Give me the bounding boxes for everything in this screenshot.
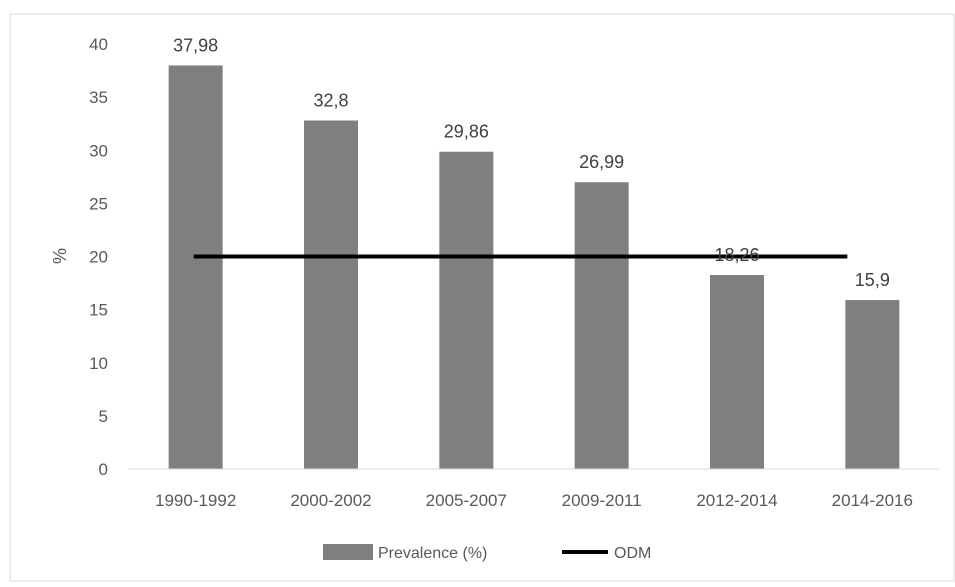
y-tick-label-25: 25 bbox=[89, 194, 108, 213]
x-tick-label-2009-2011: 2009-2011 bbox=[562, 491, 642, 510]
bar-2005-2007 bbox=[439, 151, 494, 470]
legend: Prevalence (%) ODM bbox=[323, 544, 651, 562]
data-label-2012-2014: 18,26 bbox=[714, 245, 759, 265]
x-tick-label-1990-1992: 1990-1992 bbox=[155, 491, 236, 510]
x-tick-label-2000-2002: 2000-2002 bbox=[290, 491, 371, 510]
y-tick-label-15: 15 bbox=[89, 301, 108, 320]
data-label-2009-2011: 26,99 bbox=[579, 152, 624, 172]
y-tick-label-30: 30 bbox=[89, 141, 108, 160]
x-tick-label-2005-2007: 2005-2007 bbox=[426, 491, 507, 510]
data-labels: 37,98 32,8 29,86 26,99 18,26 15,9 bbox=[173, 35, 890, 290]
y-axis-ticks: 0 5 10 15 20 25 30 35 40 bbox=[89, 35, 108, 479]
y-tick-label-35: 35 bbox=[89, 88, 108, 107]
data-label-2005-2007: 29,86 bbox=[444, 122, 489, 142]
y-tick-label-10: 10 bbox=[89, 354, 108, 373]
legend-label-prevalence: Prevalence (%) bbox=[378, 545, 487, 562]
x-tick-label-2014-2016: 2014-2016 bbox=[832, 491, 913, 510]
data-label-2014-2016: 15,9 bbox=[855, 270, 890, 290]
y-axis-title: % bbox=[50, 248, 70, 264]
x-tick-label-2012-2014: 2012-2014 bbox=[696, 491, 777, 510]
x-axis-ticks: 1990-1992 2000-2002 2005-2007 2009-2011 2012… bbox=[155, 491, 913, 510]
y-tick-label-40: 40 bbox=[89, 35, 108, 54]
legend-swatch-prevalence bbox=[323, 544, 373, 560]
data-label-1990-1992: 37,98 bbox=[173, 35, 218, 55]
bar-2012-2014 bbox=[710, 274, 764, 469]
bar-2014-2016 bbox=[845, 300, 900, 469]
y-tick-label-5: 5 bbox=[99, 407, 108, 426]
y-tick-label-20: 20 bbox=[89, 248, 108, 267]
legend-label-odm: ODM bbox=[614, 545, 651, 562]
bar-series bbox=[168, 65, 900, 470]
bar-1990-1992 bbox=[168, 65, 223, 470]
bar-2000-2002 bbox=[304, 120, 358, 469]
y-tick-label-0: 0 bbox=[99, 460, 108, 479]
data-label-2000-2002: 32,8 bbox=[313, 91, 348, 111]
bar-2009-2011 bbox=[574, 182, 629, 469]
